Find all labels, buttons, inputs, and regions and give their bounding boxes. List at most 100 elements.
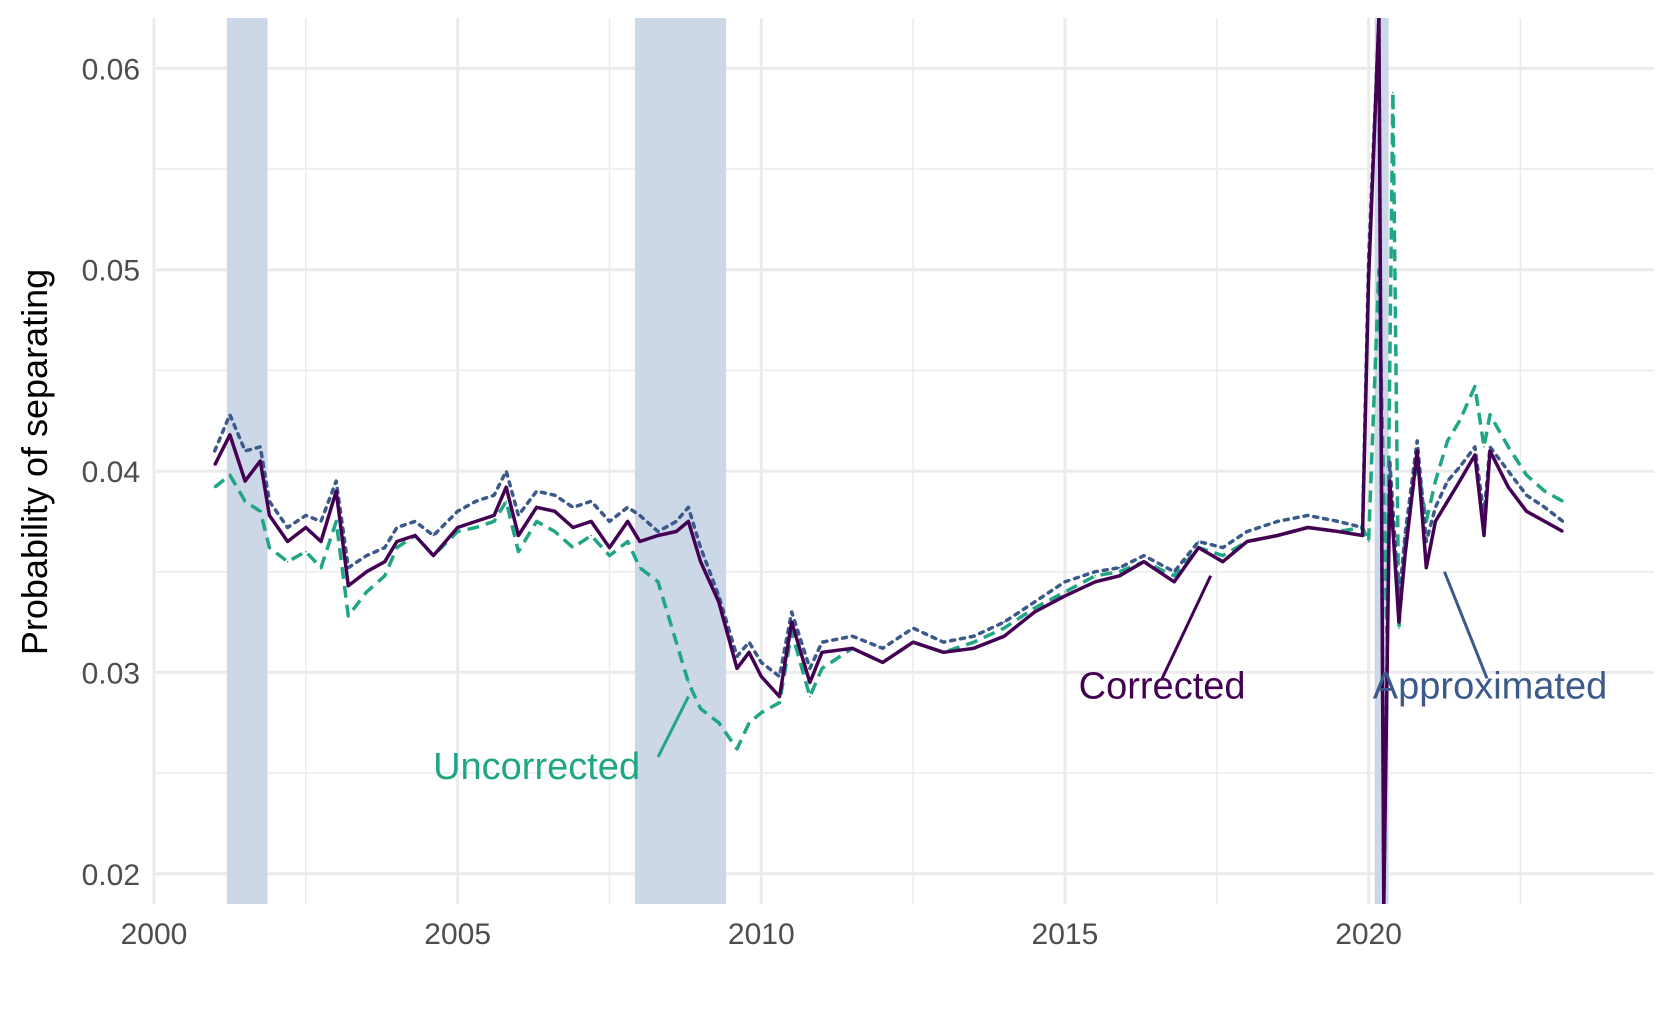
data-point: [778, 701, 781, 704]
data-point: [1378, 18, 1380, 19]
data-point: [736, 667, 738, 670]
data-point: [305, 526, 307, 529]
data-point: [229, 434, 231, 436]
data-point: [305, 550, 307, 553]
data-point: [396, 540, 398, 543]
data-point: [1398, 627, 1400, 629]
y-tick-label: 0.05: [82, 255, 140, 288]
data-point: [1416, 440, 1418, 442]
data-point: [320, 566, 322, 569]
data-point: [572, 546, 574, 549]
series-line-corrected: [213, 18, 1564, 904]
data-point: [1003, 621, 1006, 623]
data-point: [626, 520, 629, 523]
data-point: [736, 655, 738, 658]
data-point: [590, 534, 593, 537]
data-point: [1474, 446, 1476, 448]
data-point: [717, 601, 720, 603]
data-point: [1562, 530, 1564, 533]
data-point: [517, 550, 520, 553]
data-point: [1173, 570, 1176, 573]
data-point: [1483, 534, 1485, 537]
data-point: [286, 560, 289, 563]
data-point: [687, 520, 690, 523]
data-point: [608, 520, 611, 523]
data-point: [1543, 520, 1546, 523]
data-point: [347, 585, 350, 587]
data-point: [1246, 530, 1248, 533]
data-point: [973, 635, 975, 637]
data-point: [365, 570, 368, 573]
data-point: [590, 500, 593, 503]
data-point: [320, 520, 322, 523]
data-point: [1033, 601, 1036, 603]
data-point: [657, 534, 659, 537]
series-line-approximated: [212, 18, 1565, 904]
data-point: [1003, 635, 1006, 637]
data-point: [535, 520, 538, 523]
data-point: [1367, 540, 1370, 543]
data-point: [1197, 546, 1200, 549]
data-point: [881, 647, 884, 650]
data-point: [821, 667, 823, 670]
data-point: [517, 534, 520, 537]
data-point: [1458, 419, 1461, 422]
data-point: [1434, 520, 1437, 523]
data-point: [1276, 534, 1279, 537]
data-point: [1562, 520, 1564, 523]
data-point: [657, 581, 659, 583]
data-point: [286, 540, 289, 543]
data-point: [1173, 574, 1176, 577]
data-point: [213, 450, 216, 452]
data-point: [383, 560, 386, 563]
data-point: [790, 621, 793, 623]
data-point: [535, 506, 538, 509]
data-point: [572, 526, 574, 529]
data-point: [505, 470, 508, 472]
data-point: [1474, 454, 1476, 456]
data-point: [1434, 480, 1437, 482]
y-axis-ticks: 0.02 0.03 0.04 0.05 0.06: [82, 53, 140, 891]
data-point: [821, 641, 823, 644]
data-point: [639, 540, 641, 543]
data-point: [1064, 591, 1066, 593]
data-point: [1392, 91, 1394, 94]
data-point: [335, 490, 337, 493]
data-point: [432, 554, 435, 557]
data-point: [493, 520, 495, 523]
data-point: [1543, 490, 1546, 493]
series-label-corrected: Corrected: [1079, 666, 1246, 708]
data-point: [213, 486, 216, 488]
data-point: [456, 526, 459, 529]
data-point: [942, 641, 945, 644]
data-point: [851, 635, 854, 637]
data-point: [505, 486, 508, 488]
data-point: [821, 651, 823, 654]
data-point: [1389, 460, 1391, 462]
y-tick-label: 0.02: [82, 859, 140, 892]
y-tick-label: 0.04: [82, 456, 140, 489]
data-point: [572, 506, 574, 509]
data-point: [365, 554, 368, 557]
data-point: [383, 574, 386, 577]
data-point: [639, 566, 641, 569]
data-point: [760, 661, 763, 664]
data-point: [229, 474, 231, 476]
data-point: [1446, 480, 1449, 482]
data-point: [305, 514, 307, 517]
data-point: [809, 667, 811, 670]
grid: [152, 18, 1654, 904]
data-point: [1033, 607, 1036, 609]
data-point: [809, 695, 811, 698]
data-point: [699, 707, 702, 710]
data-point: [1543, 506, 1546, 509]
data-point: [699, 560, 702, 563]
data-point: [1507, 486, 1510, 488]
data-point: [1525, 474, 1528, 476]
data-point: [1118, 574, 1121, 577]
data-point: [1525, 494, 1528, 497]
data-point: [320, 540, 322, 543]
data-point: [590, 520, 593, 523]
data-point: [687, 681, 690, 684]
